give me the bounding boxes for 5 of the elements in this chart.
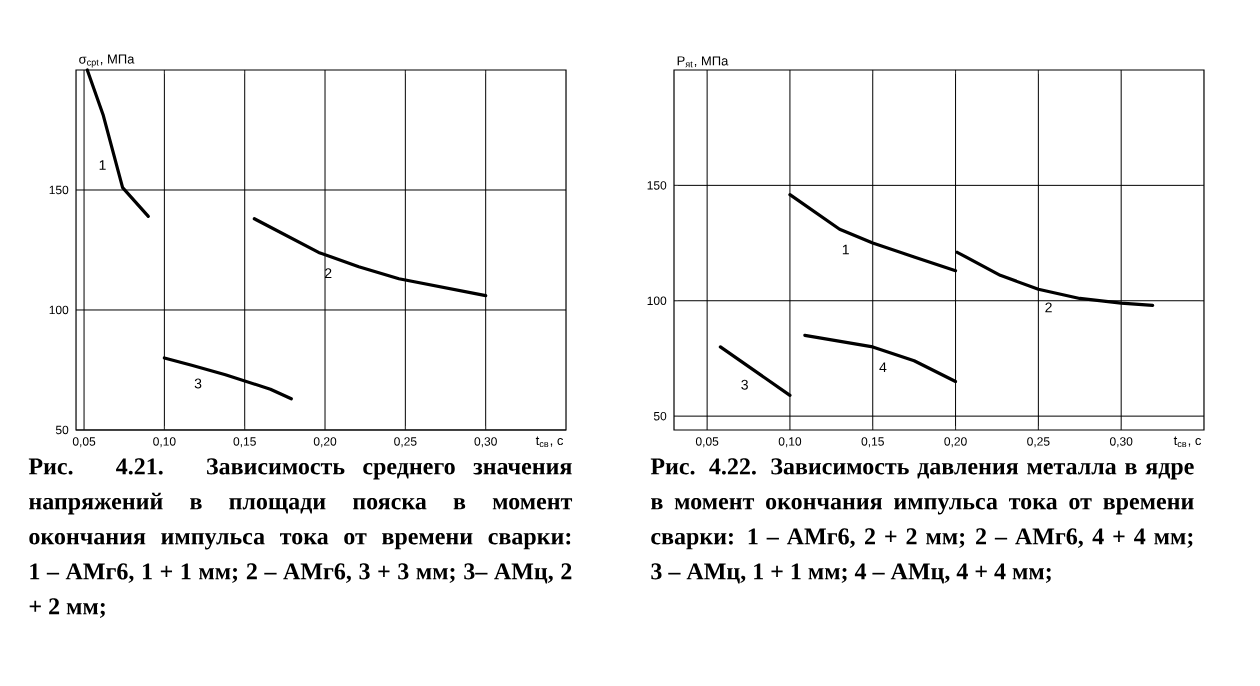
line-series [803,333,958,384]
text: Рис. 4.21. Зависимость среднего значения напряжений в площади пояска в момент окончания импульса тока от времени сварки: 1 – АМг6, 1 + 1 мм; 2 – АМг6, 3 + 3 мм; 3– АМц, 2 + 2 мм; [28,458,573,618]
text: Рис. 4.22. Зависимость давления металла в ядре в момент окончания импульса тока от времени сварки: 1 – АМг6, 2 + 2 мм; 2 – АМг6, 4 + 4 мм; 3 – АМц, 1 + 1 мм; 4 – АМц, 4 + 4 мм; [650,458,1194,584]
line-series [162,356,293,401]
line-series [788,193,958,273]
